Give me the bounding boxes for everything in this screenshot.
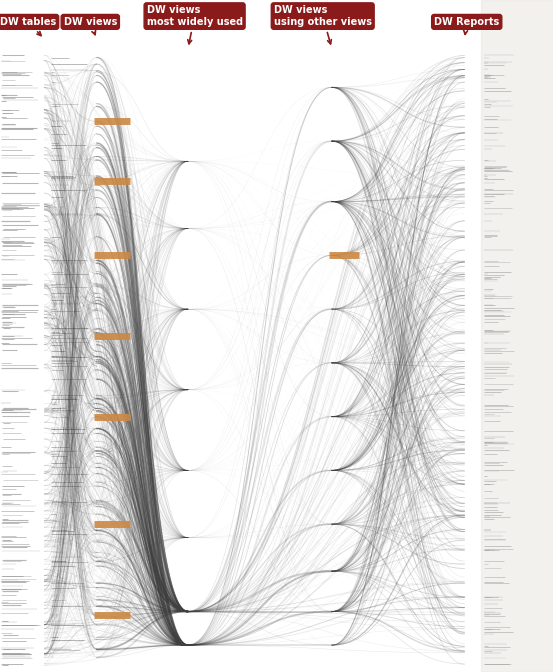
Text: DW views: DW views — [64, 17, 117, 35]
Text: DW views
most widely used: DW views most widely used — [147, 5, 243, 44]
Bar — [481, 0, 553, 672]
Text: DW views
using other views: DW views using other views — [274, 5, 372, 44]
Text: DW tables: DW tables — [0, 17, 56, 36]
Text: DW Reports: DW Reports — [434, 17, 499, 34]
